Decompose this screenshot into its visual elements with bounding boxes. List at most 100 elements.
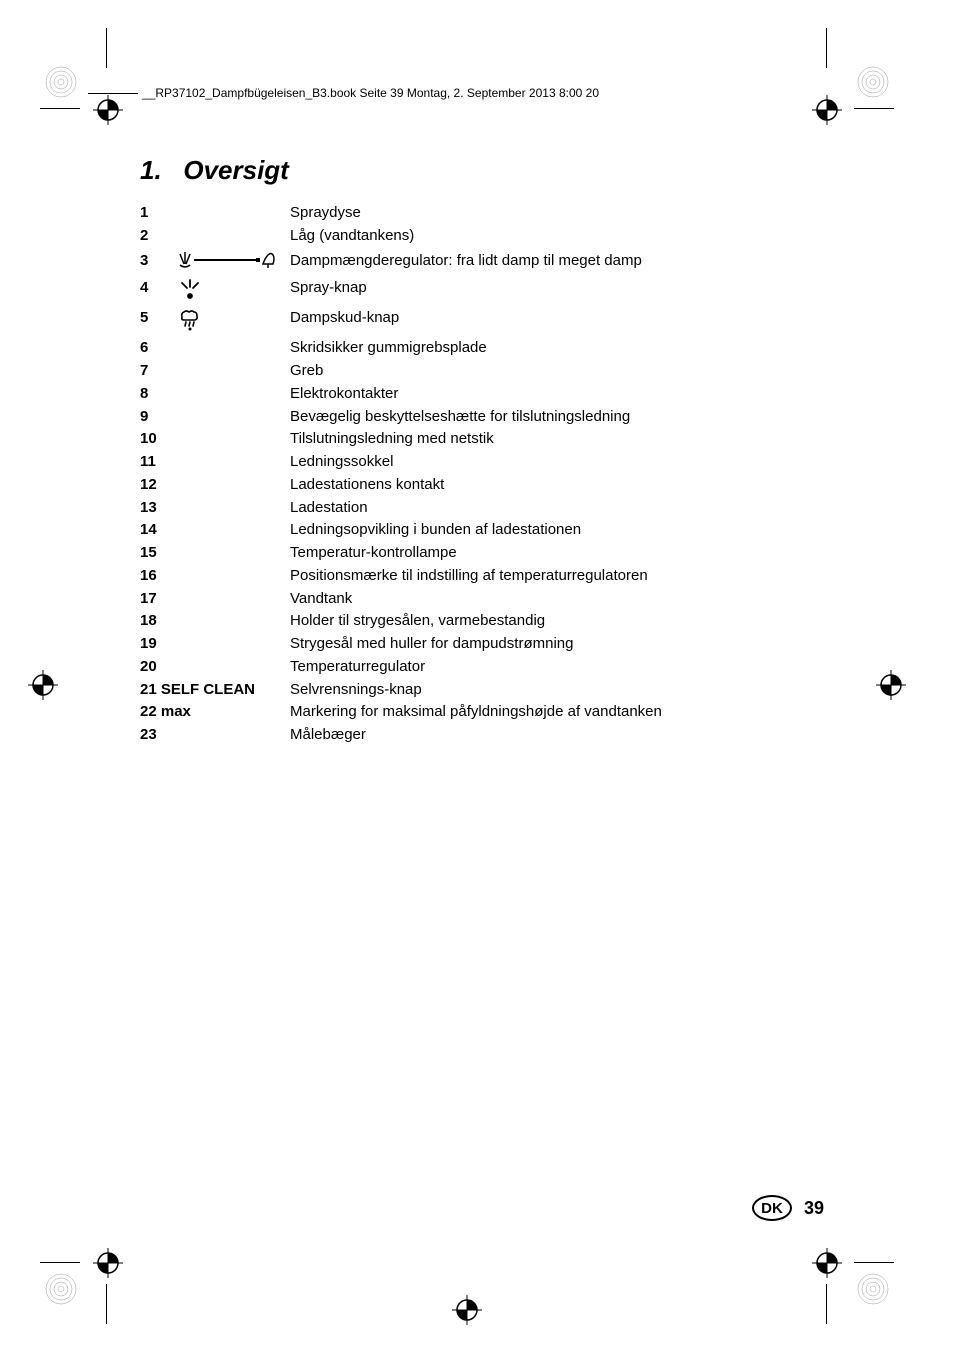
list-item: 10 Tilslutningsledning med netstik <box>140 428 840 450</box>
item-description: Markering for maksimal påfyldningshøjde … <box>290 701 662 723</box>
list-item: 20 Temperaturregulator <box>140 656 840 678</box>
item-description: Spray-knap <box>290 277 367 299</box>
crop-mark <box>40 1262 80 1263</box>
crop-mark <box>826 1284 827 1324</box>
item-description: Spraydyse <box>290 202 361 224</box>
crop-mark <box>40 108 80 109</box>
steam-burst-icon <box>178 307 202 331</box>
list-item: 13 Ladestation <box>140 497 840 519</box>
item-number: 10 <box>140 428 178 450</box>
list-item: 11 Ledningssokkel <box>140 451 840 473</box>
registration-mark-icon <box>93 95 123 125</box>
item-number: 3 <box>140 250 178 272</box>
heading-number: 1. <box>140 155 162 185</box>
crop-mark <box>854 108 894 109</box>
item-description: Bevægelig beskyttelseshætte for tilslutn… <box>290 406 630 428</box>
item-number: 21 SELF CLEAN <box>140 679 290 701</box>
list-item: 23 Målebæger <box>140 724 840 746</box>
crop-mark <box>826 28 827 68</box>
country-code-text: DK <box>761 1200 783 1217</box>
spiral-mark-icon <box>856 1272 890 1306</box>
item-description: Tilslutningsledning med netstik <box>290 428 494 450</box>
page-content: 1. Oversigt 1Spraydyse2 Låg (vandtankens)… <box>140 155 840 747</box>
item-description: Låg (vandtankens) <box>290 225 414 247</box>
item-description: Positionsmærke til indstilling af temper… <box>290 565 648 587</box>
heading-title: Oversigt <box>183 155 289 185</box>
list-item: 8 Elektrokontakter <box>140 383 840 405</box>
item-number: 14 <box>140 519 178 541</box>
item-icon-cell <box>178 250 290 270</box>
country-code-badge: DK <box>752 1195 792 1221</box>
list-item: 17 Vandtank <box>140 588 840 610</box>
registration-mark-icon <box>93 1248 123 1278</box>
item-number: 23 <box>140 724 178 746</box>
list-item: 6 Skridsikker gummigrebsplade <box>140 337 840 359</box>
item-number: 16 <box>140 565 178 587</box>
spray-icon <box>178 277 202 301</box>
list-item: 1Spraydyse <box>140 202 840 224</box>
item-description: Vandtank <box>290 588 352 610</box>
item-number: 12 <box>140 474 178 496</box>
item-number: 4 <box>140 277 178 299</box>
item-number: 15 <box>140 542 178 564</box>
item-description: Skridsikker gummigrebsplade <box>290 337 487 359</box>
crop-mark <box>106 1284 107 1324</box>
item-description: Strygesål med huller for dampudstrømning <box>290 633 573 655</box>
overview-list: 1Spraydyse2 Låg (vandtankens) 3 Dampmængder… <box>140 202 840 746</box>
item-number: 19 <box>140 633 178 655</box>
spiral-mark-icon <box>44 1272 78 1306</box>
item-description: Ledningsopvikling i bunden af ladestatio… <box>290 519 581 541</box>
registration-mark-icon <box>452 1295 482 1325</box>
crop-mark <box>854 1262 894 1263</box>
list-item: 5Dampskud-knap <box>140 307 840 331</box>
item-description: Holder til strygesålen, varmebestandig <box>290 610 545 632</box>
item-number: 11 <box>140 451 178 473</box>
list-item: 4 Spray-knap <box>140 277 840 301</box>
item-number: 20 <box>140 656 178 678</box>
item-number: 18 <box>140 610 178 632</box>
crop-mark <box>106 28 107 68</box>
list-item: 7 Greb <box>140 360 840 382</box>
registration-mark-icon <box>28 670 58 700</box>
header-text: __RP37102_Dampfbügeleisen_B3.book Seite … <box>142 86 599 100</box>
item-description: Målebæger <box>290 724 366 746</box>
item-icon-cell <box>178 307 290 331</box>
item-number: 2 <box>140 225 178 247</box>
list-item: 15Temperatur-kontrollampe <box>140 542 840 564</box>
steam-range-icon <box>178 250 278 270</box>
page-footer: DK 39 <box>752 1195 824 1221</box>
list-item: 22 maxMarkering for maksimal påfyldnings… <box>140 701 840 723</box>
spiral-mark-icon <box>44 65 78 99</box>
item-number: 6 <box>140 337 178 359</box>
registration-mark-icon <box>876 670 906 700</box>
list-item: 18 Holder til strygesålen, varmebestandig <box>140 610 840 632</box>
item-number: 8 <box>140 383 178 405</box>
item-number: 13 <box>140 497 178 519</box>
item-description: Greb <box>290 360 323 382</box>
item-number: 7 <box>140 360 178 382</box>
list-item: 21 SELF CLEANSelvrensnings-knap <box>140 679 840 701</box>
item-number: 22 max <box>140 701 290 723</box>
header-filename: __RP37102_Dampfbügeleisen_B3.book Seite … <box>88 86 599 100</box>
item-description: Elektrokontakter <box>290 383 398 405</box>
item-number: 5 <box>140 307 178 329</box>
registration-mark-icon <box>812 1248 842 1278</box>
list-item: 16 Positionsmærke til indstilling af temp… <box>140 565 840 587</box>
item-description: Temperaturregulator <box>290 656 425 678</box>
list-item: 2 Låg (vandtankens) <box>140 225 840 247</box>
registration-mark-icon <box>812 95 842 125</box>
item-description: Ladestationens kontakt <box>290 474 444 496</box>
item-description: Dampmængderegulator: fra lidt damp til m… <box>290 250 642 272</box>
list-item: 3 Dampmængderegulator: fra lidt damp til … <box>140 250 840 272</box>
section-heading: 1. Oversigt <box>140 155 840 186</box>
list-item: 19 Strygesål med huller for dampudstrømni… <box>140 633 840 655</box>
item-icon-cell <box>178 277 290 301</box>
item-number: 17 <box>140 588 178 610</box>
list-item: 9 Bevægelig beskyttelseshætte for tilslut… <box>140 406 840 428</box>
item-description: Ledningssokkel <box>290 451 393 473</box>
item-description: Ladestation <box>290 497 368 519</box>
page-number: 39 <box>804 1198 824 1219</box>
item-number: 9 <box>140 406 178 428</box>
list-item: 14 Ledningsopvikling i bunden af ladestat… <box>140 519 840 541</box>
spiral-mark-icon <box>856 65 890 99</box>
